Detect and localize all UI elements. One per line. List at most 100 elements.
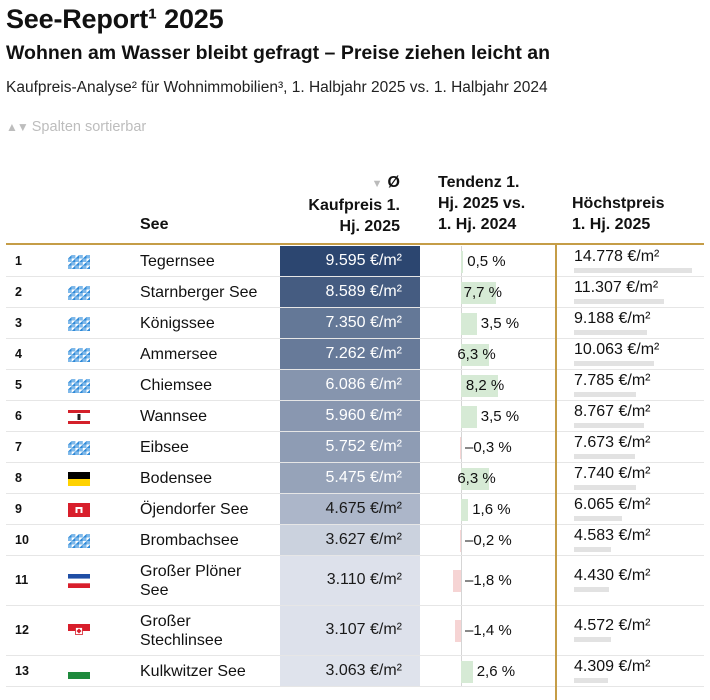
trend-bar: [459, 529, 461, 552]
price-cell: 9.595 €/m²: [280, 246, 420, 276]
price-cell: 3.063 €/m²: [280, 656, 420, 686]
trend-bar: [461, 405, 477, 428]
column-header-max-line2: 1. Hj. 2025: [572, 216, 651, 233]
price-value: 9.595 €/m²: [325, 251, 402, 269]
max-price-value: 11.307 €/m²: [574, 278, 659, 296]
row-see-name: Tegernsee: [140, 252, 215, 270]
max-price-value: 10.063 €/m²: [574, 340, 660, 358]
table-row: 2 Starnberger See 8.589 €/m² 7,7 % 11.307 €/…: [6, 277, 704, 308]
trend-bar: [454, 620, 461, 642]
max-price-value: 7.673 €/m²: [574, 433, 651, 451]
trend-value: –0,2 %: [465, 531, 512, 549]
table-row: 6 Wannsee 5.960 €/m² 3,5 % 8.767 €/m²: [6, 401, 704, 432]
max-price-bar: [574, 329, 647, 335]
max-price-bar: [574, 637, 611, 642]
table-row: 3 Königssee 7.350 €/m² 3,5 % 9.188 €/m²: [6, 308, 704, 339]
row-see-name: Großer Stechlinsee: [140, 613, 223, 649]
row-see-name: Ammersee: [140, 345, 218, 363]
column-header-trend[interactable]: Tendenz 1. Hj. 2025 vs. 1. Hj. 2024: [438, 172, 525, 235]
max-price-value: 7.740 €/m²: [574, 464, 651, 482]
row-see-name: Königssee: [140, 314, 215, 332]
row-rank: 12: [15, 623, 29, 637]
price-value: 3.627 €/m²: [325, 530, 402, 548]
row-rank: 4: [15, 346, 22, 361]
column-divider: [555, 245, 557, 700]
max-price-bar: [574, 360, 654, 366]
max-price-value: 4.572 €/m²: [574, 617, 651, 634]
trend-zero-line: [461, 606, 462, 655]
trend-value: –1,4 %: [465, 622, 512, 639]
trend-value: 1,6 %: [472, 500, 511, 518]
column-header-price-line2: Kaufpreis 1.: [308, 197, 400, 214]
max-price-bar: [574, 515, 622, 521]
max-price-bar: [574, 546, 611, 552]
max-price-value: 8.767 €/m²: [574, 402, 651, 420]
header-divider: [6, 243, 704, 245]
column-header-see[interactable]: See: [140, 216, 169, 233]
table-row: 8 Bodensee 5.475 €/m² 6,3 % 7.740 €/m²: [6, 463, 704, 494]
table-row: 12 Großer Stechlinsee 3.107 €/m² –1,4 % 4.57…: [6, 606, 704, 656]
trend-value: 3,5 %: [480, 407, 520, 425]
max-price-bar: [574, 298, 664, 304]
row-rank: 7: [15, 439, 22, 454]
trend-bar: [459, 436, 461, 459]
row-rank: 5: [15, 377, 22, 392]
max-price-bar: [574, 391, 636, 397]
row-see-name: Starnberger See: [140, 283, 258, 301]
price-cell: 5.752 €/m²: [280, 432, 420, 462]
row-rank: 13: [15, 663, 29, 678]
price-cell: 3.110 €/m²: [280, 556, 420, 605]
trend-value: 8,2 %: [465, 376, 505, 394]
saxony-flag-icon: [68, 664, 90, 679]
schleswig-holstein-flag-icon: [68, 574, 90, 588]
bavaria-flag-icon: [68, 347, 91, 362]
table-row: 13 Kulkwitzer See 3.063 €/m² 2,6 % 4.309 €/m…: [6, 656, 704, 687]
row-rank: 2: [15, 284, 22, 299]
column-header-price[interactable]: ▼ Ø Kaufpreis 1. Hj. 2025: [280, 172, 400, 237]
sort-arrows-icon: ▲▼: [6, 120, 29, 134]
table-row: 10 Brombachsee 3.627 €/m² –0,2 % 4.583 €/m²: [6, 525, 704, 556]
trend-value: 6,3 %: [457, 469, 496, 487]
max-price-value: 4.309 €/m²: [574, 657, 651, 675]
table-row: 1 Tegernsee 9.595 €/m² 0,5 % 14.778 €/m²: [6, 246, 704, 277]
trend-value: 3,5 %: [480, 314, 520, 332]
max-price-value: 6.065 €/m²: [574, 495, 651, 513]
row-see-name: Wannsee: [140, 407, 207, 425]
trend-zero-line: [461, 556, 462, 605]
max-price-value: 14.778 €/m²: [574, 247, 660, 265]
table-row: 5 Chiemsee 6.086 €/m² 8,2 % 7.785 €/m²: [6, 370, 704, 401]
price-value: 4.675 €/m²: [325, 499, 402, 517]
price-value: 3.107 €/m²: [325, 621, 402, 638]
row-rank: 9: [15, 501, 22, 516]
price-cell: 5.960 €/m²: [280, 401, 420, 431]
max-price-value: 4.430 €/m²: [574, 567, 651, 584]
max-price-bar: [574, 484, 636, 490]
row-see-name: Brombachsee: [140, 531, 239, 549]
trend-value: 6,3 %: [457, 345, 496, 363]
row-see-name: Großer Plöner See: [140, 563, 242, 599]
column-header-max[interactable]: Höchstpreis 1. Hj. 2025: [572, 193, 664, 235]
price-value: 3.110 €/m²: [326, 571, 402, 588]
max-price-value: 7.785 €/m²: [574, 371, 651, 389]
trend-value: 7,7 %: [463, 283, 502, 301]
trend-value: 2,6 %: [476, 662, 516, 680]
trend-bar: [461, 498, 469, 521]
table-row: 9 Öjendorfer See 4.675 €/m² 1,6 % 6.065 €/m²: [6, 494, 704, 525]
row-rank: 1: [15, 253, 22, 268]
column-header-trend-line2: Hj. 2025 vs.: [438, 195, 526, 212]
row-rank: 10: [15, 532, 29, 547]
trend-zero-line: [461, 525, 462, 555]
column-header-trend-line3: 1. Hj. 2024: [438, 216, 517, 233]
price-cell: 3.627 €/m²: [280, 525, 420, 555]
max-price-value: 9.188 €/m²: [574, 309, 651, 327]
trend-bar: [461, 312, 477, 335]
price-value: 5.960 €/m²: [325, 406, 402, 424]
max-price-bar: [574, 677, 608, 683]
bavaria-flag-icon: [68, 440, 91, 455]
column-header-price-line3: Hj. 2025: [339, 218, 400, 235]
bavaria-flag-icon: [68, 285, 91, 300]
trend-bar: [461, 467, 490, 490]
price-value: 5.752 €/m²: [325, 437, 402, 455]
price-cell: 4.675 €/m²: [280, 494, 420, 524]
price-cell: 7.262 €/m²: [280, 339, 420, 369]
